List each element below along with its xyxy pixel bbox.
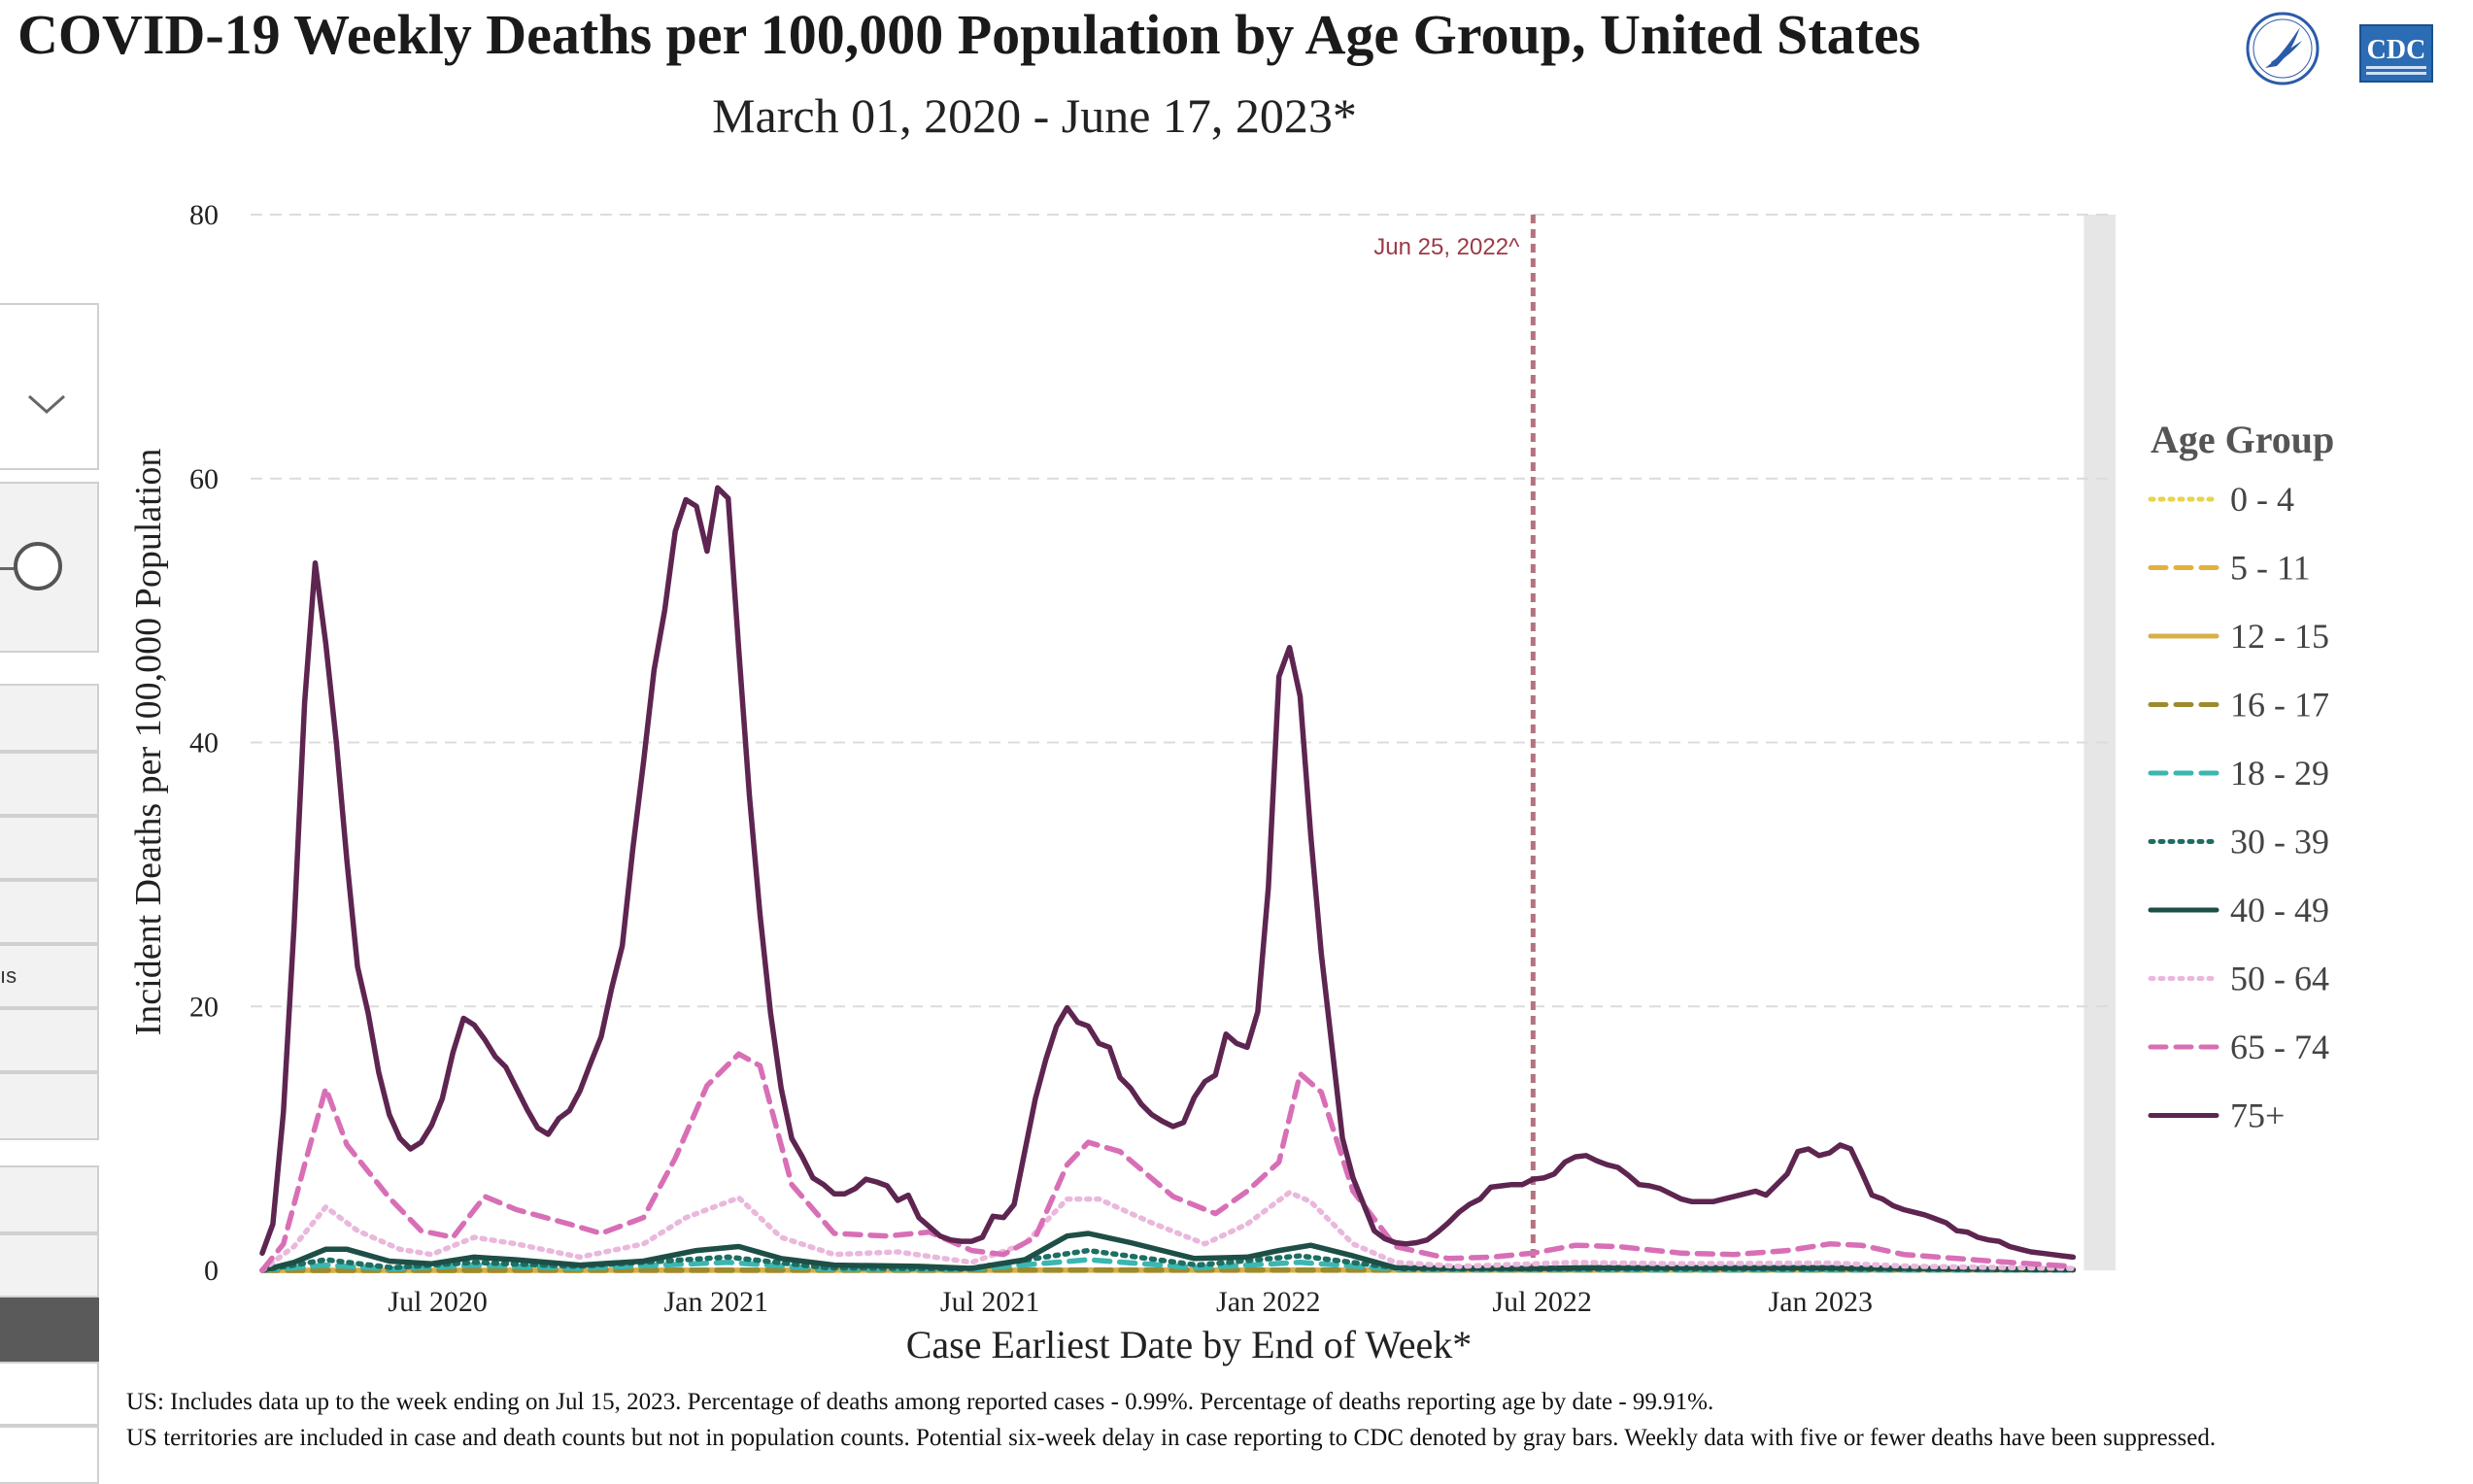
- x-axis-label: Case Earliest Date by End of Week*: [906, 1323, 1473, 1366]
- y-tick-label: 20: [189, 991, 219, 1023]
- legend-item-label[interactable]: 30 - 39: [2230, 823, 2329, 861]
- legend-item-label[interactable]: 50 - 64: [2230, 960, 2329, 998]
- footnotes: US: Includes data up to the week ending …: [126, 1384, 2467, 1456]
- x-tick-label: Jul 2022: [1492, 1286, 1592, 1318]
- x-tick-label: Jul 2020: [388, 1286, 488, 1318]
- x-tick-label: Jan 2022: [1216, 1286, 1321, 1318]
- legend-item-label[interactable]: 16 - 17: [2230, 686, 2329, 725]
- series-lines: [262, 488, 2073, 1270]
- legend-item-label[interactable]: 12 - 15: [2230, 617, 2329, 656]
- legend-title: Age Group: [2151, 418, 2334, 461]
- y-tick-label: 0: [204, 1255, 219, 1287]
- x-tick-label: Jan 2023: [1769, 1286, 1874, 1318]
- y-axis-label: Incident Deaths per 100,000 Population: [128, 449, 169, 1036]
- x-axis: Jul 2020 Jan 2021 Jul 2021 Jan 2022 Jul 2022…: [388, 1286, 1873, 1318]
- legend-item-label[interactable]: 65 - 74: [2230, 1028, 2329, 1066]
- y-tick-label: 80: [189, 199, 219, 231]
- footnote-1: US: Includes data up to the week ending …: [126, 1384, 2467, 1420]
- legend-item-label[interactable]: 75+: [2230, 1096, 2285, 1135]
- legend-item-label[interactable]: 5 - 11: [2230, 549, 2311, 588]
- series-line: [262, 488, 2073, 1257]
- legend: Age Group 0 - 4 5 - 11 12 - 15 16 - 17 18 - 2…: [2151, 418, 2334, 1135]
- footnote-2: US territories are included in case and …: [126, 1420, 2467, 1456]
- legend-item-label[interactable]: 0 - 4: [2230, 480, 2294, 519]
- series-line: [262, 1054, 2073, 1270]
- legend-item-label[interactable]: 18 - 29: [2230, 754, 2329, 793]
- gridlines: [251, 215, 2116, 1006]
- legend-item-label[interactable]: 40 - 49: [2230, 891, 2329, 929]
- y-tick-label: 40: [189, 727, 219, 759]
- y-tick-label: 60: [189, 463, 219, 495]
- x-tick-label: Jul 2021: [940, 1286, 1040, 1318]
- reference-line-label: Jun 25, 2022^: [1373, 234, 1520, 260]
- y-axis: 0 20 40 60 80: [189, 199, 219, 1287]
- x-tick-label: Jan 2021: [664, 1286, 769, 1318]
